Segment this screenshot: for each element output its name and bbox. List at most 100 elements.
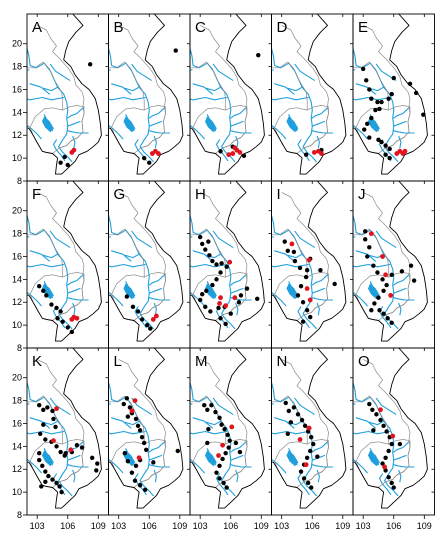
- site-point-black: [95, 461, 100, 466]
- y-tick-label: 18: [12, 396, 22, 406]
- river-line: [108, 458, 124, 474]
- panel-map-content: [271, 181, 347, 342]
- river-line: [153, 135, 157, 149]
- river-line: [12, 215, 20, 220]
- panel-map-content: [271, 14, 347, 175]
- site-point-black: [381, 288, 386, 294]
- river-line: [192, 417, 213, 429]
- site-point-red: [289, 241, 295, 247]
- site-point-black: [59, 489, 64, 495]
- site-point-black: [63, 451, 68, 456]
- panel-map-content: [27, 348, 102, 509]
- river-line: [27, 430, 65, 435]
- river-line: [271, 430, 309, 435]
- site-point-black: [304, 308, 310, 313]
- river-line: [27, 291, 42, 307]
- panel-j: J: [338, 180, 435, 349]
- river-line: [124, 420, 140, 426]
- site-point-black: [375, 270, 380, 275]
- site-point-black: [90, 455, 95, 461]
- y-tick-label: 18: [12, 62, 22, 72]
- river-line: [212, 397, 234, 415]
- x-tick-label: 103: [274, 521, 289, 531]
- site-point-black: [369, 96, 374, 101]
- river-line: [287, 253, 303, 259]
- river-line: [148, 464, 171, 468]
- panel-e: E: [338, 13, 435, 182]
- river-line: [29, 83, 50, 95]
- river-line: [190, 69, 193, 71]
- country-border: [271, 395, 308, 445]
- panel-frame: [26, 180, 109, 349]
- site-point-red: [132, 398, 138, 404]
- site-point-black: [74, 443, 80, 448]
- country-border: [190, 228, 227, 278]
- river-line: [353, 403, 356, 405]
- panel-frame: [26, 347, 109, 516]
- river-line: [338, 215, 346, 220]
- site-point-black: [408, 263, 414, 268]
- site-point-black: [38, 431, 43, 436]
- site-point-black: [223, 321, 228, 327]
- site-point-black: [381, 311, 386, 316]
- river-line: [375, 230, 397, 248]
- y-tick-label: 16: [12, 84, 22, 94]
- river-line: [311, 107, 329, 119]
- panel-o: O: [352, 347, 435, 516]
- site-point-black: [283, 400, 288, 406]
- river-line: [190, 96, 228, 101]
- site-point-black: [218, 149, 223, 154]
- river-line: [271, 236, 275, 238]
- panel-label: K: [32, 353, 42, 370]
- river-line: [67, 454, 81, 461]
- site-point-black: [282, 239, 287, 244]
- site-point-black: [58, 309, 63, 314]
- river-line: [27, 124, 42, 140]
- river-line: [230, 454, 244, 461]
- site-point-black: [224, 485, 229, 490]
- site-point-black: [139, 435, 145, 440]
- site-point-black: [147, 160, 152, 165]
- country-border: [118, 25, 166, 149]
- river-line: [67, 107, 84, 119]
- site-point-black: [315, 454, 320, 459]
- river-line: [190, 381, 236, 497]
- site-point-black: [125, 414, 131, 419]
- site-point-black: [208, 309, 213, 314]
- tonle-sap-lake: [123, 283, 136, 300]
- river-line: [271, 47, 317, 163]
- site-point-black: [41, 407, 46, 412]
- river-line: [72, 135, 76, 149]
- site-point-black: [367, 245, 372, 250]
- country-border: [353, 228, 390, 278]
- river-line: [230, 107, 247, 119]
- river-line: [287, 86, 303, 92]
- river-line: [311, 274, 329, 286]
- site-point-black: [389, 480, 394, 486]
- site-point-black: [303, 152, 309, 157]
- site-point-black: [378, 417, 383, 423]
- panel-label: M: [195, 353, 208, 370]
- x-tick-label: 103: [193, 521, 208, 531]
- x-tick-label: 109: [254, 521, 269, 531]
- river-line: [338, 48, 346, 53]
- river-line: [192, 83, 213, 95]
- coastline: [190, 14, 265, 175]
- site-point-black: [46, 473, 51, 479]
- site-point-black: [213, 409, 218, 415]
- river-line: [294, 230, 315, 248]
- river-line: [67, 274, 84, 286]
- tonle-sap-lake: [204, 116, 217, 133]
- river-line: [398, 469, 402, 483]
- river-line: [393, 441, 410, 453]
- site-point-black: [385, 316, 390, 321]
- panel-frame: [108, 347, 191, 516]
- site-point-black: [362, 127, 367, 132]
- site-point-black: [41, 422, 46, 427]
- site-point-black: [209, 402, 214, 408]
- river-line: [230, 441, 247, 453]
- river-line: [271, 458, 287, 474]
- coastline: [353, 181, 428, 342]
- site-point-black: [363, 237, 368, 242]
- site-point-black: [141, 440, 147, 446]
